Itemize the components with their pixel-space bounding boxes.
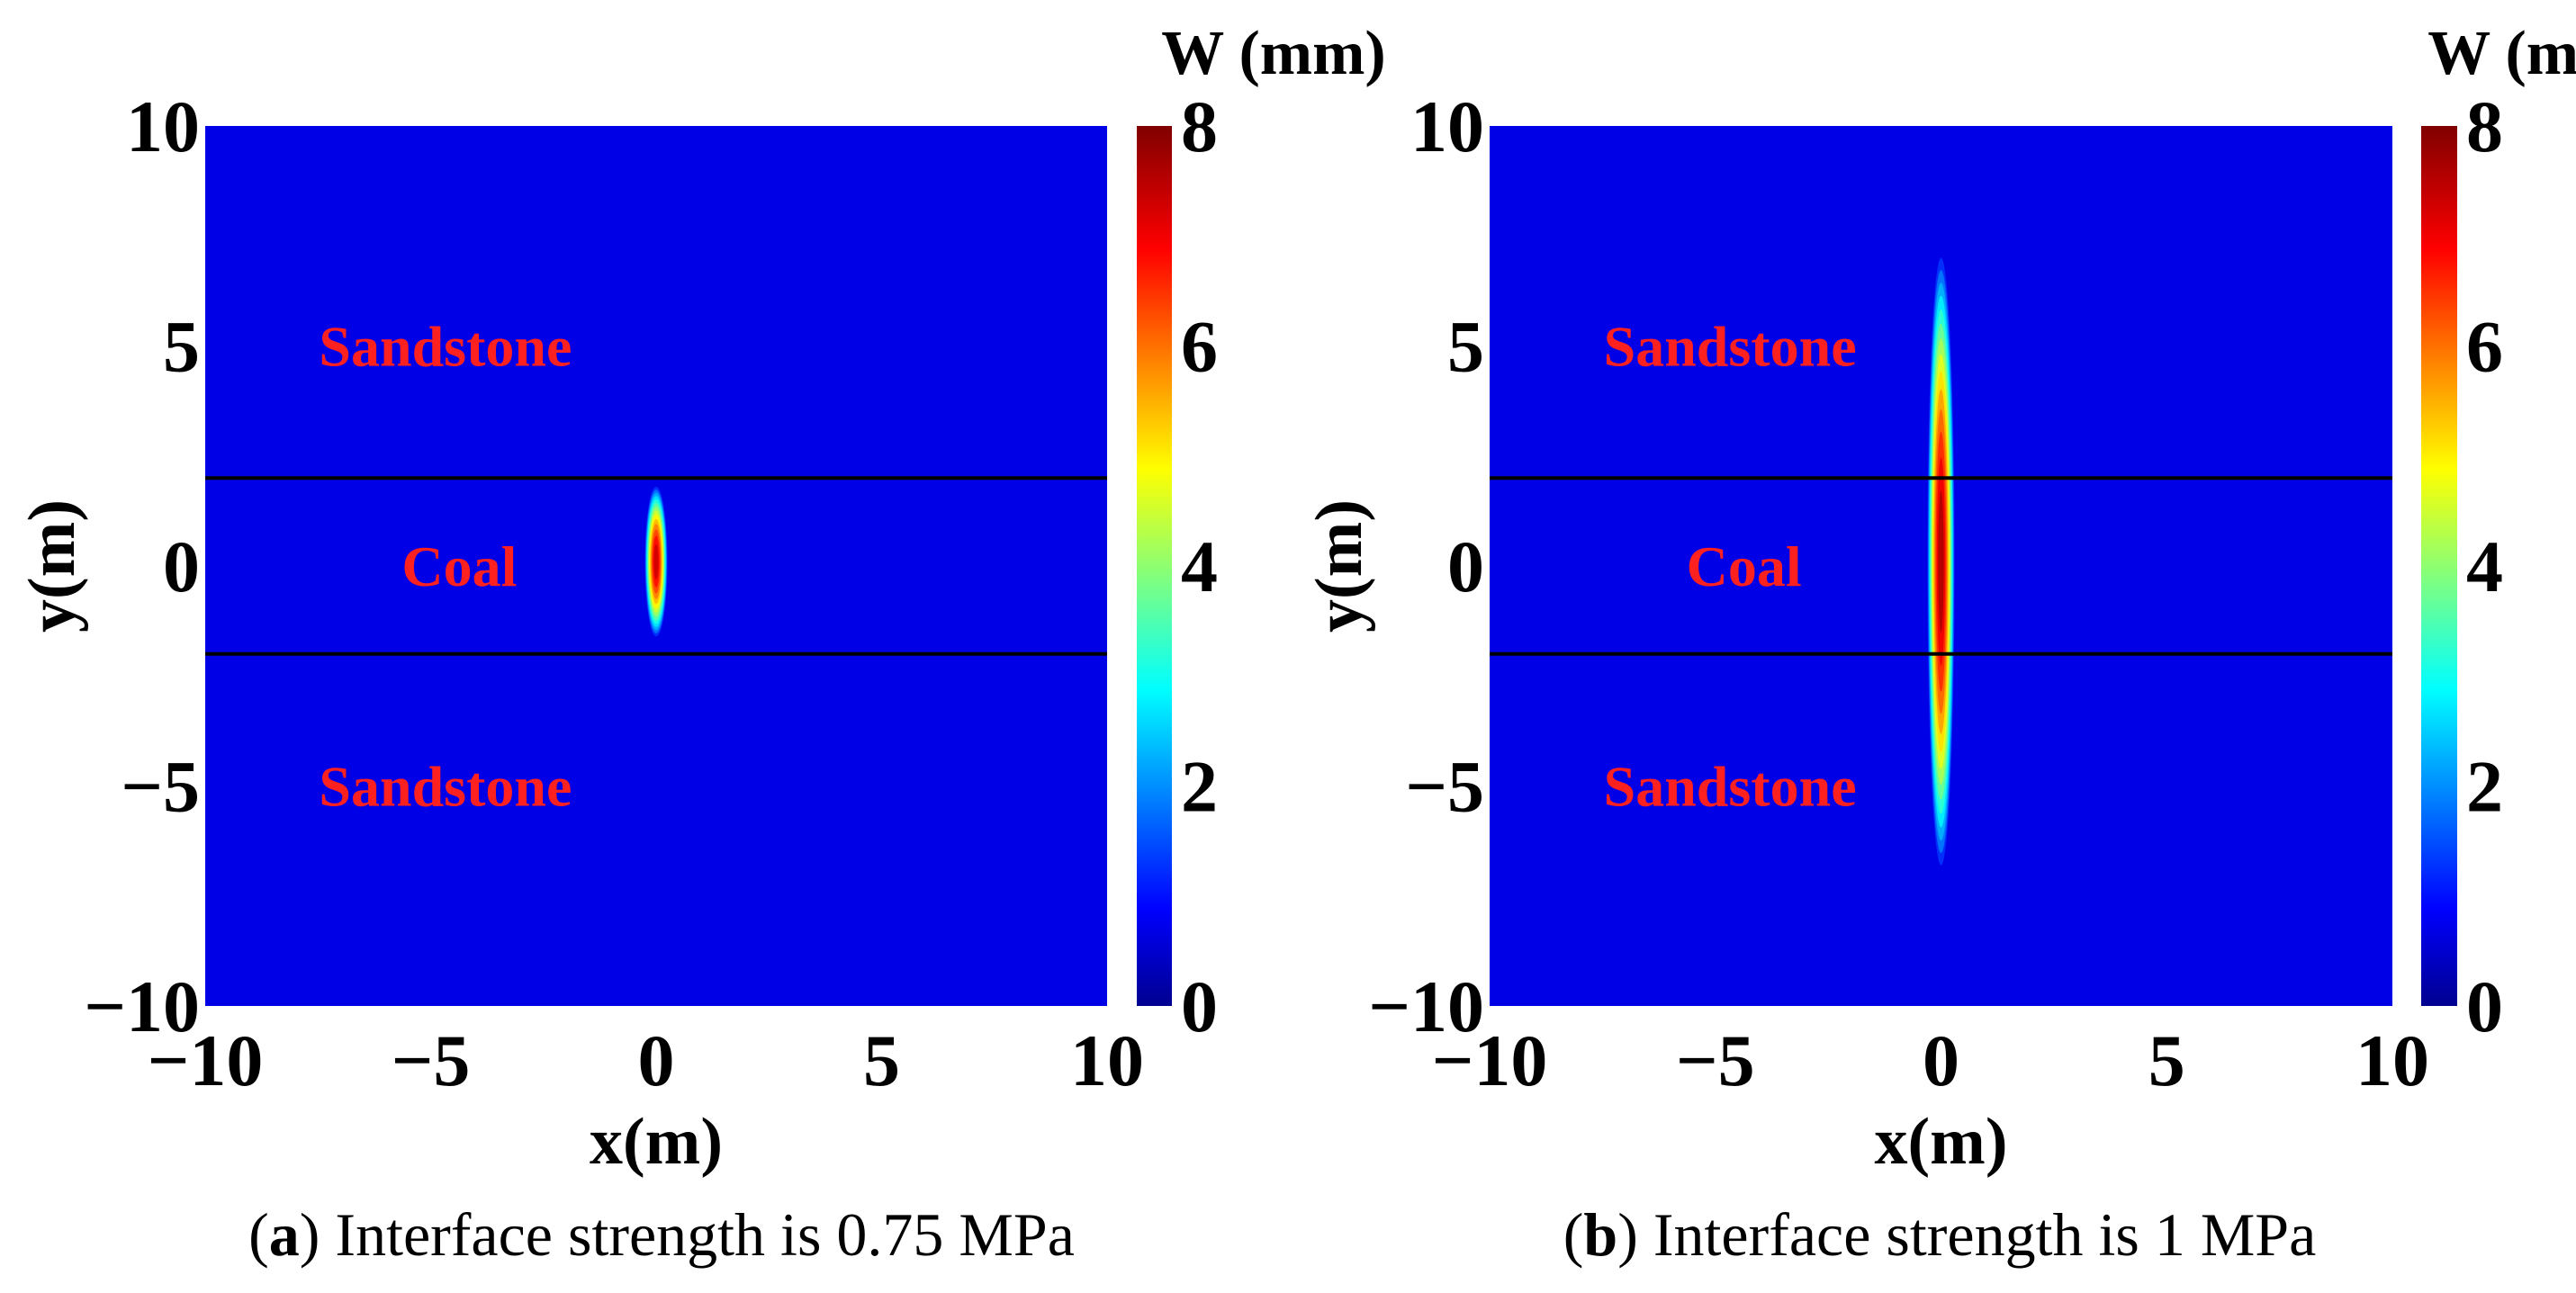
colorbar-gradient [1137,126,1172,1006]
colorbar: W (mm)8 6 4 2 0 [1137,19,1386,1047]
x-axis-label: x(m) [590,1105,723,1179]
caption-letter: a [269,1200,300,1269]
x-tick-label: 5 [2148,1019,2185,1101]
x-tick-label: 0 [1923,1019,1959,1101]
colorbar-tick-label: 8 [2466,85,2503,167]
colorbar-tick-label: 2 [1181,746,1218,828]
colorbar-tick-label: 6 [1181,306,1218,388]
y-tick-label: 0 [1447,525,1484,607]
y-tick-label: −10 [1368,965,1484,1047]
region-label-sandstone: Sandstone [1604,755,1857,819]
x-tick-label: −5 [1676,1019,1755,1101]
x-tick-label: −10 [1432,1019,1548,1101]
y-tick-label: 5 [163,306,200,388]
caption-text: ) Interface strength is 0.75 MPa [300,1200,1075,1269]
caption-open-paren: ( [1563,1200,1584,1269]
fracture-aperture [1927,257,1955,866]
fracture-level-14 [653,543,659,579]
panel-b: Sandstone Coal Sandstone −10 −5 0 5 10 10 5 0 −5 −10… [1302,19,2576,1269]
region-label-sandstone: Sandstone [1604,315,1857,379]
colorbar-tick-label: 0 [1181,965,1218,1047]
region-label-sandstone: Sandstone [319,755,572,819]
caption-open-paren: ( [248,1200,269,1269]
x-tick-label: −10 [148,1019,264,1101]
fracture-level-14 [1938,490,1944,633]
x-axis-label: x(m) [1875,1105,2008,1179]
y-tick-label: 10 [126,85,200,167]
y-tick-label: −5 [121,746,200,828]
colorbar-tick-label: 8 [1181,85,1218,167]
y-tick-label: 5 [1447,306,1484,388]
x-tick-label: 5 [863,1019,900,1101]
colorbar-tick-label: 4 [2466,525,2503,607]
colorbar-tick-label: 6 [2466,306,2503,388]
x-tick-label: 10 [1070,1019,1144,1101]
caption-letter: b [1583,1200,1617,1269]
colorbar-title: W (mm) [2427,19,2576,88]
colorbar-tick-label: 2 [2466,746,2503,828]
caption-text: ) Interface strength is 1 MPa [1617,1200,2316,1269]
x-tick-label: 0 [638,1019,675,1101]
panel-caption: (b) Interface strength is 1 MPa [1563,1200,2317,1269]
colorbar-title: W (mm) [1161,19,1385,88]
y-tick-label: −10 [84,965,200,1047]
y-axis-label: y(m) [1302,499,1376,633]
colorbar-gradient [2421,126,2457,1006]
region-label-coal: Coal [401,534,517,598]
colorbar: W (mm)8 6 4 2 0 [2421,19,2576,1047]
y-tick-label: 10 [1410,85,1484,167]
x-tick-label: 10 [2355,1019,2429,1101]
region-label-sandstone: Sandstone [319,315,572,379]
y-tick-label: 0 [163,525,200,607]
fracture-aperture [644,486,668,637]
colorbar-tick-label: 0 [2466,965,2503,1047]
region-label-coal: Coal [1687,534,1802,598]
panel-a: Sandstone Coal Sandstone −10 −5 0 5 10 10 5 0 −5 −10… [15,19,1386,1269]
colorbar-tick-label: 4 [1181,525,1218,607]
y-tick-label: −5 [1405,746,1484,828]
y-axis-label: y(m) [15,499,89,633]
x-tick-label: −5 [392,1019,471,1101]
panel-caption: (a) Interface strength is 0.75 MPa [248,1200,1075,1269]
